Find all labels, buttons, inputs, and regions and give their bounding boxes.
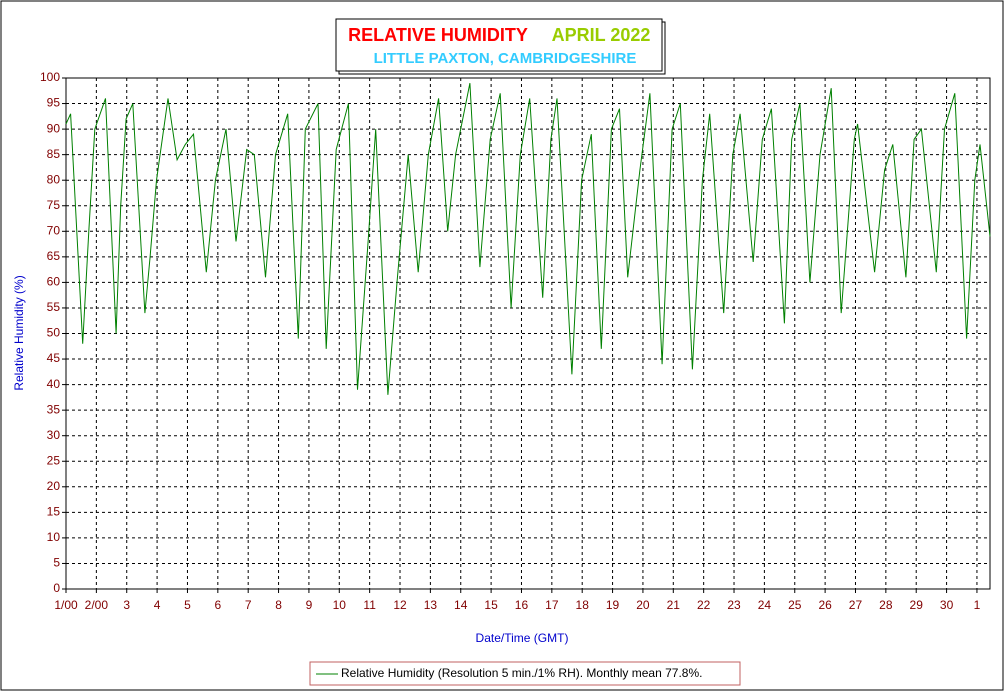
x-tick-label: 3 (123, 598, 130, 612)
x-tick-label: 14 (454, 598, 468, 612)
y-tick-label: 70 (47, 223, 61, 237)
y-tick-label: 0 (53, 581, 60, 595)
chart-subtitle: LITTLE PAXTON, CAMBRIDGESHIRE (374, 50, 637, 67)
y-tick-label: 65 (47, 249, 61, 263)
x-tick-label: 5 (184, 598, 191, 612)
y-tick-label: 50 (47, 326, 61, 340)
x-tick-label: 10 (333, 598, 347, 612)
x-tick-label: 8 (275, 598, 282, 612)
x-tick-label: 22 (697, 598, 711, 612)
x-tick-label: 12 (393, 598, 407, 612)
x-tick-label: 20 (636, 598, 650, 612)
chart-period: APRIL 2022 (552, 25, 651, 45)
x-tick-label: 27 (849, 598, 863, 612)
y-axis-label: Relative Humidity (%) (12, 275, 26, 390)
y-tick-label: 40 (47, 377, 61, 391)
y-tick-label: 25 (47, 453, 61, 467)
x-tick-label: 21 (667, 598, 681, 612)
y-tick-label: 30 (47, 428, 61, 442)
chart-title: RELATIVE HUMIDITY (348, 25, 528, 45)
x-tick-label: 1 (974, 598, 981, 612)
x-tick-label: 29 (910, 598, 924, 612)
x-axis-label: Date/Time (GMT) (476, 631, 569, 645)
y-tick-label: 85 (47, 147, 61, 161)
y-tick-label: 90 (47, 121, 61, 135)
y-tick-label: 45 (47, 351, 61, 365)
y-tick-label: 15 (47, 505, 61, 519)
x-tick-label: 25 (788, 598, 802, 612)
y-tick-label: 80 (47, 172, 61, 186)
x-tick-label: 18 (576, 598, 590, 612)
x-tick-label: 26 (818, 598, 832, 612)
title-box (335, 18, 663, 72)
y-tick-label: 100 (40, 70, 60, 84)
x-tick-label: 9 (306, 598, 313, 612)
y-tick-label: 60 (47, 275, 61, 289)
x-tick-label: 15 (484, 598, 498, 612)
y-tick-label: 95 (47, 96, 61, 110)
x-tick-label: 6 (214, 598, 221, 612)
y-tick-label: 20 (47, 479, 61, 493)
x-tick-label: 16 (515, 598, 529, 612)
x-tick-label: 11 (363, 598, 376, 612)
x-tick-label: 7 (245, 598, 252, 612)
x-tick-label: 30 (940, 598, 954, 612)
x-tick-label: 28 (879, 598, 893, 612)
x-tick-label: 23 (727, 598, 741, 612)
x-tick-label: 13 (424, 598, 438, 612)
y-tick-label: 35 (47, 402, 61, 416)
y-tick-label: 55 (47, 300, 61, 314)
x-tick-label: 4 (154, 598, 161, 612)
x-tick-label: 1/00 (54, 598, 78, 612)
x-tick-label: 19 (606, 598, 620, 612)
x-tick-label: 2/00 (85, 598, 109, 612)
y-tick-label: 10 (47, 530, 61, 544)
x-tick-label: 24 (758, 598, 772, 612)
y-tick-label: 5 (53, 556, 60, 570)
x-tick-label: 17 (545, 598, 559, 612)
y-tick-label: 75 (47, 198, 61, 212)
legend (309, 661, 741, 686)
legend-label: Relative Humidity (Resolution 5 min./1% … (341, 666, 702, 680)
data-line (65, 83, 991, 395)
